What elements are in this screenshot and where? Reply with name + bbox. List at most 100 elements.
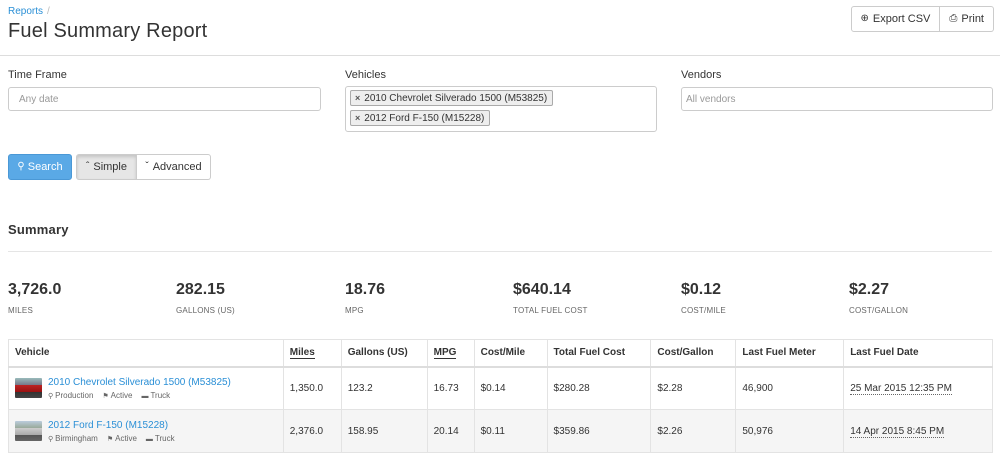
page-header: Reports / Fuel Summary Report ⊕ Export CS… (0, 0, 1000, 56)
table-header-row: Vehicle Miles Gallons (US) MPG Cost/Mile… (8, 339, 993, 368)
vehicle-cell: 2010 Chevrolet Silverado 1500 (M53825) ⚲… (8, 366, 284, 410)
summary-divider (8, 251, 992, 252)
vehicle-tag[interactable]: × 2012 Ford F-150 (M15228) (350, 110, 491, 126)
search-icon: ⚲ (17, 161, 25, 172)
advanced-button[interactable]: ˇ Advanced (137, 154, 211, 180)
folder-icon: ▬ (145, 435, 153, 443)
print-button[interactable]: ⎙ Print (940, 6, 994, 32)
header-vehicle[interactable]: Vehicle (8, 339, 284, 368)
summary-title: Summary (8, 222, 69, 237)
page-title: Fuel Summary Report (8, 20, 208, 42)
map-pin-icon: ⚲ (48, 392, 54, 400)
vehicle-meta: ⚲ Production ⚑ Active ▬ Truck (48, 391, 231, 400)
table-row: 2010 Chevrolet Silverado 1500 (M53825) ⚲… (8, 366, 993, 410)
header-miles[interactable]: Miles (282, 339, 342, 368)
stat-label: COST/GALLON (849, 306, 909, 315)
breadcrumb-separator: / (47, 6, 50, 17)
time-frame-input[interactable] (8, 87, 321, 111)
cost-gallon-cell: $2.26 (650, 409, 737, 453)
stat-value: $2.27 (849, 281, 890, 298)
stat-total-fuel-cost: $640.14 TOTAL FUEL COST (513, 281, 588, 315)
simple-label: Simple (93, 161, 127, 173)
date-cell: 14 Apr 2015 8:45 PM (843, 409, 993, 453)
vendors-input[interactable] (681, 87, 993, 111)
circle-arrow-icon: ⊕ (860, 13, 869, 24)
cost-gallon-cell: $2.28 (650, 366, 737, 410)
vehicle-thumbnail[interactable] (15, 378, 42, 399)
miles-cell: 1,350.0 (282, 366, 342, 410)
vehicle-location: ⚲ Birmingham (48, 433, 98, 443)
stat-value: $0.12 (681, 281, 722, 298)
vehicle-location: ⚲ Production (48, 390, 94, 400)
flag-icon: ⚑ (106, 435, 114, 443)
header-last-fuel-meter[interactable]: Last Fuel Meter (735, 339, 845, 368)
advanced-label: Advanced (152, 161, 202, 173)
search-button[interactable]: ⚲ Search (8, 154, 72, 180)
vehicle-tag-label: 2012 Ford F-150 (M15228) (364, 112, 485, 124)
header-cost-gallon[interactable]: Cost/Gallon (650, 339, 737, 368)
miles-cell: 2,376.0 (282, 409, 342, 453)
stat-label: MILES (8, 306, 34, 315)
breadcrumb-reports-link[interactable]: Reports (8, 6, 44, 17)
meter-cell: 46,900 (735, 366, 845, 410)
vehicle-thumbnail[interactable] (15, 421, 42, 441)
vehicle-tag-label: 2010 Chevrolet Silverado 1500 (M53825) (364, 92, 548, 104)
vehicle-link[interactable]: 2012 Ford F-150 (M15228) (48, 419, 169, 431)
fuel-date: 14 Apr 2015 8:45 PM (850, 425, 945, 438)
print-label: Print (961, 13, 984, 25)
stat-label: MPG (345, 306, 364, 315)
flag-icon: ⚑ (102, 392, 109, 400)
gallons-cell: 158.95 (340, 409, 428, 453)
gallons-cell: 123.2 (340, 366, 428, 410)
folder-icon: ▬ (141, 392, 149, 400)
header-cost-mile[interactable]: Cost/Mile (473, 339, 548, 368)
cost-mile-cell: $0.14 (473, 366, 548, 410)
header-last-fuel-date[interactable]: Last Fuel Date (843, 339, 993, 368)
vehicle-cell: 2012 Ford F-150 (M15228) ⚲ Birmingham ⚑ Ac… (8, 409, 284, 453)
date-cell: 25 Mar 2015 12:35 PM (843, 366, 993, 410)
vehicle-tag[interactable]: × 2010 Chevrolet Silverado 1500 (M53825) (350, 90, 554, 106)
chevron-up-icon: ˆ (86, 161, 90, 172)
vehicles-label: Vehicles (345, 69, 386, 81)
chevron-down-icon: ˇ (145, 161, 149, 172)
stat-cost-mile: $0.12 COST/MILE (681, 281, 726, 315)
vehicle-type: ▬ Truck (141, 390, 171, 400)
breadcrumb: Reports / (8, 6, 50, 17)
vehicles-input[interactable]: × 2010 Chevrolet Silverado 1500 (M53825)… (345, 86, 657, 132)
stat-cost-gallon: $2.27 COST/GALLON (849, 281, 908, 315)
close-icon[interactable]: × (355, 93, 361, 103)
simple-button[interactable]: ˆ Simple (76, 154, 137, 180)
vehicle-meta: ⚲ Birmingham ⚑ Active ▬ Truck (48, 434, 175, 443)
close-icon[interactable]: × (355, 113, 361, 123)
header-actions: ⊕ Export CSV ⎙ Print (850, 6, 994, 32)
vehicle-type: ▬ Truck (145, 433, 175, 443)
stat-miles: 3,726.0 MILES (8, 281, 61, 315)
stat-value: $640.14 (513, 281, 571, 298)
export-csv-label: Export CSV (872, 13, 931, 25)
header-gallons[interactable]: Gallons (US) (340, 339, 428, 368)
total-cost-cell: $359.86 (546, 409, 652, 453)
fuel-date: 25 Mar 2015 12:35 PM (850, 382, 952, 395)
time-frame-label: Time Frame (8, 69, 67, 81)
vehicle-link[interactable]: 2010 Chevrolet Silverado 1500 (M53825) (48, 376, 231, 388)
stat-value: 18.76 (345, 281, 386, 298)
search-mode-toggle: ˆ Simple ˇ Advanced (76, 154, 211, 180)
printer-icon: ⎙ (949, 13, 958, 24)
header-mpg[interactable]: MPG (426, 339, 475, 368)
table-row: 2012 Ford F-150 (M15228) ⚲ Birmingham ⚑ Ac… (8, 409, 993, 453)
stat-label: GALLONS (US) (176, 306, 235, 315)
stat-gallons: 282.15 GALLONS (US) (176, 281, 235, 315)
cost-mile-cell: $0.11 (473, 409, 548, 453)
header-total-fuel-cost[interactable]: Total Fuel Cost (546, 339, 652, 368)
export-csv-button[interactable]: ⊕ Export CSV (850, 6, 941, 32)
mpg-cell: 20.14 (426, 409, 475, 453)
mpg-cell: 16.73 (426, 366, 475, 410)
vehicle-status: ⚑ Active (102, 390, 133, 400)
stat-mpg: 18.76 MPG (345, 281, 385, 315)
stat-value: 282.15 (176, 281, 225, 298)
vendors-label: Vendors (681, 69, 722, 81)
vehicle-fuel-table: Vehicle Miles Gallons (US) MPG Cost/Mile… (8, 339, 993, 453)
map-pin-icon: ⚲ (48, 435, 54, 443)
stat-value: 3,726.0 (8, 281, 62, 298)
stat-label: COST/MILE (681, 306, 726, 315)
